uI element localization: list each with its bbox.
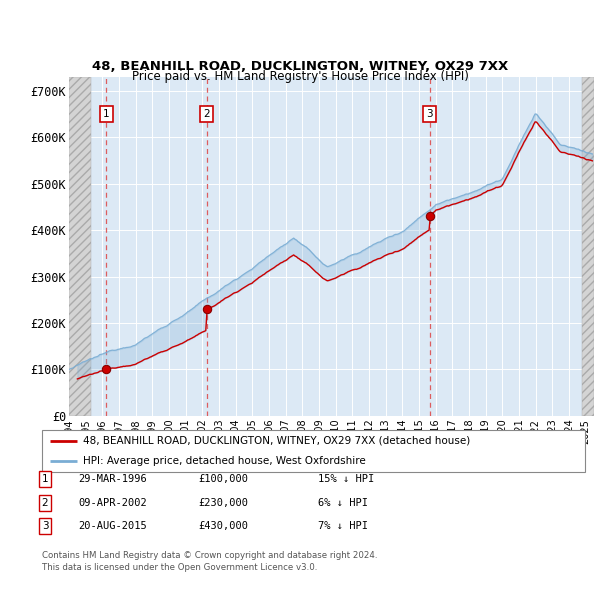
Text: HPI: Average price, detached house, West Oxfordshire: HPI: Average price, detached house, West… bbox=[83, 455, 365, 466]
Text: 48, BEANHILL ROAD, DUCKLINGTON, WITNEY, OX29 7XX (detached house): 48, BEANHILL ROAD, DUCKLINGTON, WITNEY, … bbox=[83, 436, 470, 446]
Text: £230,000: £230,000 bbox=[198, 498, 248, 507]
Text: 3: 3 bbox=[427, 109, 433, 119]
Text: £100,000: £100,000 bbox=[198, 474, 248, 484]
Text: 2: 2 bbox=[203, 109, 210, 119]
Text: 29-MAR-1996: 29-MAR-1996 bbox=[78, 474, 147, 484]
FancyBboxPatch shape bbox=[42, 430, 585, 472]
Text: Price paid vs. HM Land Registry's House Price Index (HPI): Price paid vs. HM Land Registry's House … bbox=[131, 70, 469, 83]
Text: 7% ↓ HPI: 7% ↓ HPI bbox=[318, 522, 368, 531]
Text: This data is licensed under the Open Government Licence v3.0.: This data is licensed under the Open Gov… bbox=[42, 563, 317, 572]
Text: Contains HM Land Registry data © Crown copyright and database right 2024.: Contains HM Land Registry data © Crown c… bbox=[42, 551, 377, 560]
Bar bbox=[69, 77, 91, 416]
Text: 3: 3 bbox=[41, 522, 49, 531]
Bar bbox=[581, 77, 594, 416]
Text: 1: 1 bbox=[103, 109, 110, 119]
Text: 09-APR-2002: 09-APR-2002 bbox=[78, 498, 147, 507]
Text: £430,000: £430,000 bbox=[198, 522, 248, 531]
Text: 20-AUG-2015: 20-AUG-2015 bbox=[78, 522, 147, 531]
Text: 15% ↓ HPI: 15% ↓ HPI bbox=[318, 474, 374, 484]
Text: 48, BEANHILL ROAD, DUCKLINGTON, WITNEY, OX29 7XX: 48, BEANHILL ROAD, DUCKLINGTON, WITNEY, … bbox=[92, 60, 508, 73]
Text: 6% ↓ HPI: 6% ↓ HPI bbox=[318, 498, 368, 507]
Text: 2: 2 bbox=[41, 498, 49, 507]
Text: 1: 1 bbox=[41, 474, 49, 484]
